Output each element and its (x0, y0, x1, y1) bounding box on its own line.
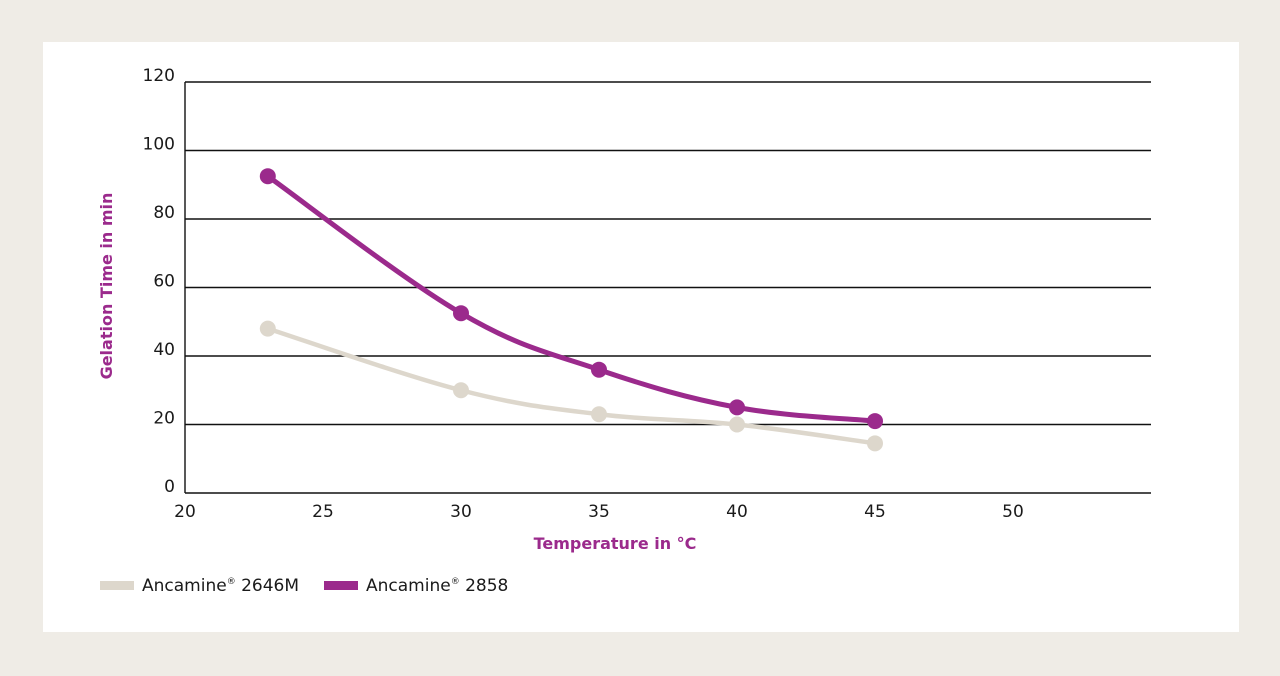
legend-label-2: Ancamine® 2858 (366, 576, 508, 596)
data-point-series-2 (867, 413, 883, 430)
series-line-2 (265, 173, 878, 424)
data-point-series-1 (259, 320, 276, 337)
legend: Ancamine® 2646M Ancamine® 2858 (100, 576, 508, 596)
x-tick-label: 45 (864, 502, 886, 522)
series-line-1 (265, 326, 878, 446)
x-tick-label: 35 (588, 502, 610, 522)
series-lines (265, 173, 878, 446)
y-tick-label: 100 (143, 135, 175, 155)
y-tick-label: 120 (143, 66, 175, 86)
legend-swatch-1 (100, 581, 134, 590)
data-point-series-2 (453, 305, 469, 322)
data-points (259, 168, 883, 452)
x-tick-label: 20 (174, 502, 196, 522)
chart-panel: 0 20 40 60 80 100 120 20 25 30 35 40 45 50 Temperatur… (43, 42, 1239, 632)
data-point-series-1 (453, 382, 469, 399)
data-point-series-2 (729, 399, 745, 416)
tick-labels: 0 20 40 60 80 100 120 20 25 30 35 40 45 50 (143, 66, 1024, 522)
x-tick-label: 50 (1002, 502, 1024, 522)
x-axis-title: Temperature in °C (534, 534, 697, 553)
legend-label-1: Ancamine® 2646M (142, 576, 299, 596)
data-point-series-2 (591, 361, 607, 378)
gridlines (185, 81, 1151, 494)
x-tick-label: 25 (312, 502, 334, 522)
legend-swatch-2 (324, 581, 358, 590)
y-axis-title: Gelation Time in min (97, 193, 116, 380)
y-tick-label: 0 (164, 477, 175, 497)
line-chart: 0 20 40 60 80 100 120 20 25 30 35 40 45 50 Temperatur… (97, 66, 1151, 596)
data-point-series-1 (729, 416, 745, 433)
y-tick-label: 20 (153, 409, 175, 429)
x-tick-label: 30 (450, 502, 472, 522)
data-point-series-1 (591, 406, 607, 423)
data-point-series-2 (259, 168, 276, 185)
y-tick-label: 40 (153, 340, 175, 360)
y-tick-label: 80 (153, 203, 175, 223)
data-point-series-1 (867, 435, 883, 452)
x-tick-label: 40 (726, 502, 748, 522)
y-tick-label: 60 (153, 272, 175, 292)
